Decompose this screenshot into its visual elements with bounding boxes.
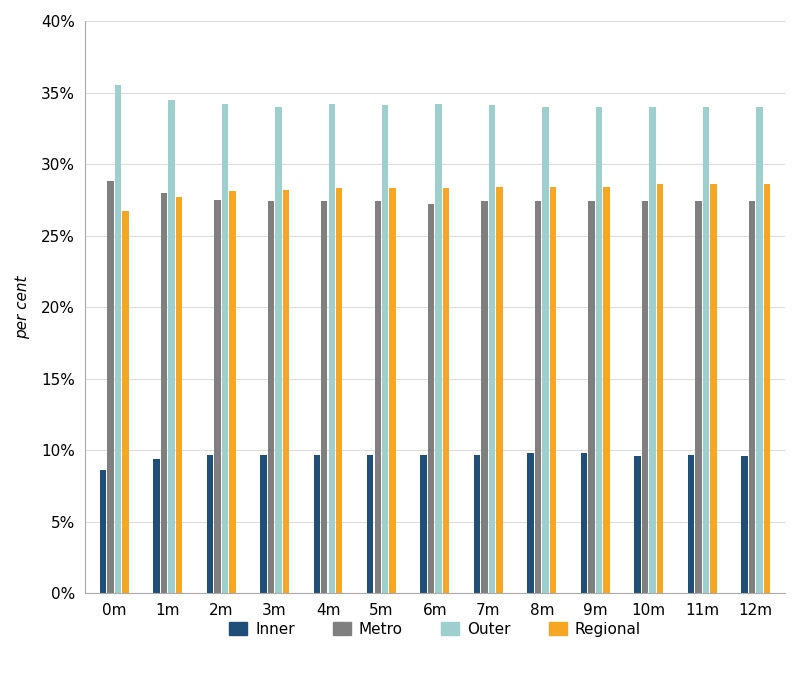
Bar xyxy=(168,100,174,593)
Bar xyxy=(214,200,221,593)
Bar xyxy=(542,107,549,593)
Bar xyxy=(421,454,427,593)
Bar xyxy=(642,201,648,593)
Bar xyxy=(710,184,717,593)
Bar xyxy=(650,107,656,593)
Bar xyxy=(107,181,114,593)
Bar xyxy=(535,201,542,593)
Bar xyxy=(367,454,374,593)
Bar xyxy=(100,470,106,593)
Y-axis label: per cent: per cent xyxy=(15,276,30,339)
Bar xyxy=(229,191,235,593)
Bar xyxy=(756,107,762,593)
Bar xyxy=(268,201,274,593)
Bar xyxy=(390,189,396,593)
Legend: Inner, Metro, Outer, Regional: Inner, Metro, Outer, Regional xyxy=(223,616,647,643)
Bar xyxy=(428,204,434,593)
Bar xyxy=(741,456,747,593)
Bar xyxy=(688,454,694,593)
Bar xyxy=(634,456,641,593)
Bar xyxy=(702,107,709,593)
Bar xyxy=(222,104,228,593)
Bar xyxy=(588,201,594,593)
Bar xyxy=(443,189,450,593)
Bar xyxy=(474,454,480,593)
Bar xyxy=(114,86,121,593)
Bar xyxy=(206,454,213,593)
Bar xyxy=(435,104,442,593)
Bar xyxy=(122,212,129,593)
Bar xyxy=(489,105,495,593)
Bar xyxy=(260,454,266,593)
Bar xyxy=(382,105,389,593)
Bar xyxy=(374,201,381,593)
Bar xyxy=(329,104,335,593)
Bar xyxy=(603,187,610,593)
Bar xyxy=(161,193,167,593)
Bar xyxy=(657,184,663,593)
Bar xyxy=(482,201,488,593)
Bar xyxy=(314,454,320,593)
Bar xyxy=(596,107,602,593)
Bar xyxy=(176,197,182,593)
Bar xyxy=(749,201,755,593)
Bar xyxy=(581,453,587,593)
Bar xyxy=(764,184,770,593)
Bar xyxy=(275,107,282,593)
Bar xyxy=(496,187,502,593)
Bar xyxy=(154,459,160,593)
Bar xyxy=(336,189,342,593)
Bar xyxy=(321,201,327,593)
Bar xyxy=(695,201,702,593)
Bar xyxy=(527,453,534,593)
Bar xyxy=(282,190,289,593)
Bar xyxy=(550,187,556,593)
